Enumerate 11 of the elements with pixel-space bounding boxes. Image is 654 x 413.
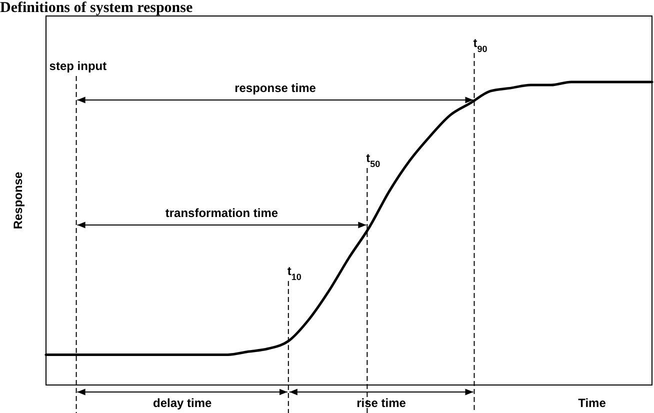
text: delay time: [153, 396, 212, 410]
chart-title: Definitions of system response: [0, 0, 193, 16]
text: t$_{10}$: [287, 264, 302, 282]
annotation: response time: [234, 81, 316, 95]
text: step input: [49, 59, 107, 73]
text: rise time: [356, 396, 406, 410]
y-axis-title: Response: [11, 172, 25, 230]
annotation: transformation time: [165, 206, 278, 220]
text: t$_{90}$: [473, 36, 488, 54]
x-axis-title: Time: [578, 396, 606, 410]
text: t$_{50}$: [366, 151, 380, 169]
